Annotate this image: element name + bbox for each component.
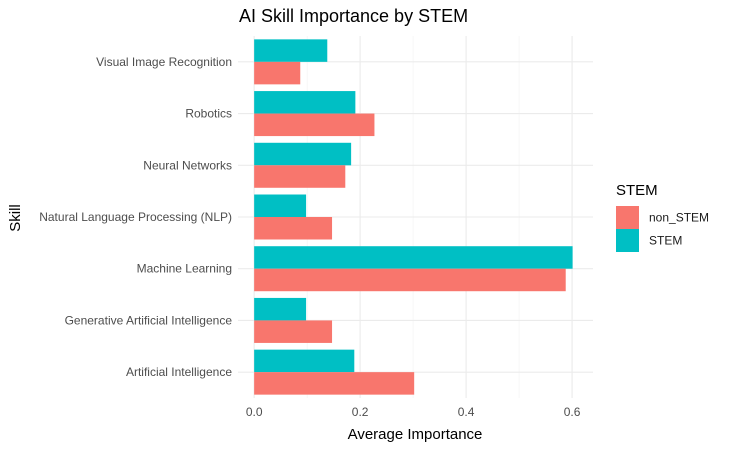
y-tick-label: Neural Networks (143, 158, 232, 172)
x-tick-label: 0.4 (458, 405, 475, 419)
y-tick-label: Artificial Intelligence (126, 365, 232, 379)
bar-non-stem (254, 217, 333, 240)
y-axis-title: Skill (7, 204, 24, 232)
legend-title: STEM (616, 182, 658, 199)
bar-non-stem (254, 61, 301, 85)
y-tick-label: Natural Language Processing (NLP) (39, 210, 232, 224)
x-tick-label: 0.6 (564, 405, 581, 419)
bar-stem (254, 349, 355, 373)
x-tick-labels: 0.0 0.2 0.4 0.6 (246, 405, 581, 419)
legend-label: STEM (649, 234, 682, 248)
bar-non-stem (254, 320, 333, 343)
bar-stem (254, 91, 356, 114)
bar-stem (254, 39, 328, 62)
x-tick-label: 0.2 (352, 405, 369, 419)
y-tick-label: Machine Learning (137, 262, 232, 276)
legend-key (616, 229, 639, 252)
x-axis-title: Average Importance (348, 426, 483, 443)
bar-stem (254, 297, 307, 321)
chart-title: AI Skill Importance by STEM (239, 6, 468, 26)
bar-non-stem (254, 113, 375, 137)
bar-stem (254, 194, 307, 217)
bar-stem (254, 142, 352, 166)
bar-stem (254, 246, 573, 269)
bar-non-stem (254, 165, 346, 188)
y-tick-labels: Visual Image Recognition Robotics Neural N… (39, 55, 232, 379)
legend-key (616, 206, 639, 229)
y-tick-label: Robotics (185, 107, 232, 121)
y-tick-label: Generative Artificial Intelligence (65, 313, 233, 327)
x-tick-label: 0.0 (246, 405, 263, 419)
bar-non-stem (254, 372, 415, 395)
legend-label: non_STEM (649, 211, 709, 225)
y-tick-label: Visual Image Recognition (96, 55, 232, 69)
legend: STEM non_STEM STEM (616, 182, 709, 252)
bar-non-stem (254, 268, 566, 292)
bars (254, 39, 573, 395)
